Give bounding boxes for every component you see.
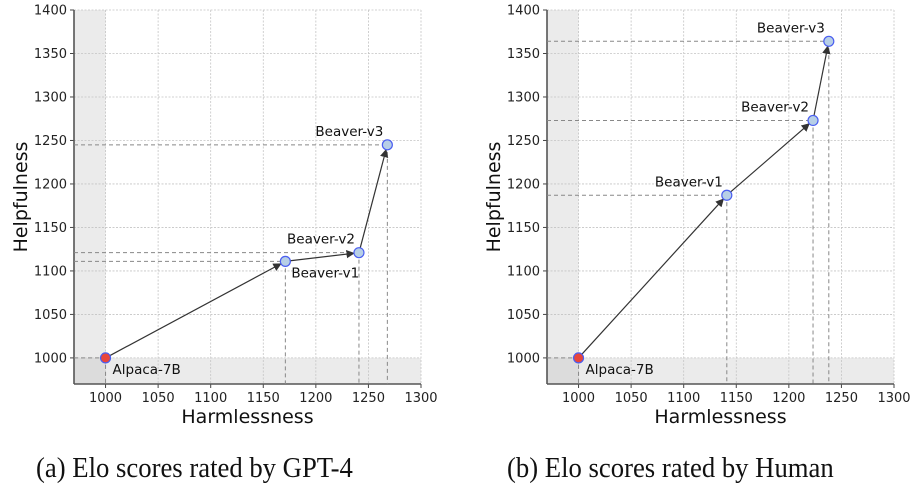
point-label: Beaver-v3 bbox=[757, 20, 825, 36]
point-label: Beaver-v2 bbox=[287, 232, 355, 248]
y-tick-label: 1150 bbox=[507, 221, 540, 236]
y-tick-label: 1050 bbox=[507, 308, 540, 323]
progress-arrow bbox=[730, 123, 810, 193]
y-tick-label: 1300 bbox=[34, 90, 67, 105]
y-tick-label: 1350 bbox=[507, 47, 540, 62]
y-tick-label: 1150 bbox=[34, 221, 67, 236]
x-tick-label: 1100 bbox=[194, 391, 227, 406]
chart-panel-gpt4: 1000 1050 1100 1150 1200 1250 1300 1000 1050 1100… bbox=[10, 4, 438, 485]
model-point bbox=[807, 114, 819, 127]
baseline-point bbox=[99, 352, 112, 364]
progress-arrow bbox=[290, 249, 355, 262]
shade-corner bbox=[547, 357, 579, 384]
y-tick-label: 1200 bbox=[507, 177, 540, 192]
model-point bbox=[279, 255, 291, 267]
shade-left bbox=[547, 10, 579, 384]
y-tick-label: 1000 bbox=[507, 351, 540, 366]
point-label: Alpaca-7B bbox=[586, 362, 654, 378]
y-tick-label: 1300 bbox=[507, 90, 540, 105]
elo-scatter-human: 1000 1050 1100 1150 1200 1250 1300 1000 1050 1100… bbox=[483, 4, 911, 429]
x-tick-label: 1250 bbox=[825, 391, 858, 406]
x-tick-label: 1100 bbox=[667, 391, 700, 406]
x-tick-label: 1050 bbox=[615, 391, 648, 406]
progress-arrow bbox=[359, 148, 389, 248]
shade-bottom bbox=[74, 357, 421, 384]
progress-arrow bbox=[581, 198, 725, 355]
y-tick-label: 1200 bbox=[34, 177, 67, 192]
y-tick-label: 1100 bbox=[507, 264, 540, 279]
x-tick-label: 1200 bbox=[772, 391, 805, 406]
point-label: Beaver-v3 bbox=[315, 124, 383, 140]
y-tick-label: 1350 bbox=[34, 47, 67, 62]
point-label: Beaver-v1 bbox=[655, 174, 723, 190]
x-tick-label: 1000 bbox=[89, 391, 122, 406]
y-tick-label: 1400 bbox=[507, 4, 540, 19]
x-tick-label: 1150 bbox=[720, 391, 753, 406]
y-tick-label: 1000 bbox=[34, 351, 67, 366]
shade-left bbox=[74, 10, 106, 384]
caption-gpt4: (a) Elo scores rated by GPT-4 bbox=[36, 452, 353, 484]
progress-arrow bbox=[813, 45, 831, 116]
y-axis-label: Helpfulness bbox=[10, 142, 32, 253]
shade-corner bbox=[74, 357, 106, 384]
chart-panel-human: 1000 1050 1100 1150 1200 1250 1300 1000 1050 1100… bbox=[473, 0, 915, 494]
point-label: Beaver-v1 bbox=[291, 265, 359, 281]
x-tick-label: 1300 bbox=[404, 391, 437, 406]
model-point bbox=[823, 35, 835, 47]
x-tick-label: 1150 bbox=[247, 391, 280, 406]
progress-arrow bbox=[109, 263, 282, 357]
model-point bbox=[353, 247, 365, 259]
point-label: Beaver-v2 bbox=[741, 99, 809, 115]
y-axis-label: Helpfulness bbox=[483, 142, 505, 253]
y-tick-label: 1250 bbox=[507, 134, 540, 149]
x-tick-label: 1300 bbox=[877, 391, 910, 406]
model-point bbox=[381, 139, 393, 151]
caption-human: (b) Elo scores rated by Human bbox=[507, 452, 834, 484]
y-tick-label: 1400 bbox=[34, 4, 67, 19]
y-tick-label: 1250 bbox=[34, 134, 67, 149]
x-axis-label: Harmlessness bbox=[654, 406, 786, 428]
point-label: Alpaca-7B bbox=[113, 362, 181, 378]
x-axis-label: Harmlessness bbox=[181, 406, 313, 428]
baseline-point bbox=[572, 352, 585, 364]
model-point bbox=[721, 189, 733, 201]
x-tick-label: 1250 bbox=[352, 391, 385, 406]
y-tick-label: 1050 bbox=[34, 308, 67, 323]
y-tick-label: 1100 bbox=[34, 264, 67, 279]
x-tick-label: 1050 bbox=[142, 391, 175, 406]
shade-bottom bbox=[547, 357, 894, 384]
x-tick-label: 1200 bbox=[299, 391, 332, 406]
x-tick-label: 1000 bbox=[562, 391, 595, 406]
elo-scatter-gpt4: 1000 1050 1100 1150 1200 1250 1300 1000 1050 1100… bbox=[10, 4, 438, 429]
